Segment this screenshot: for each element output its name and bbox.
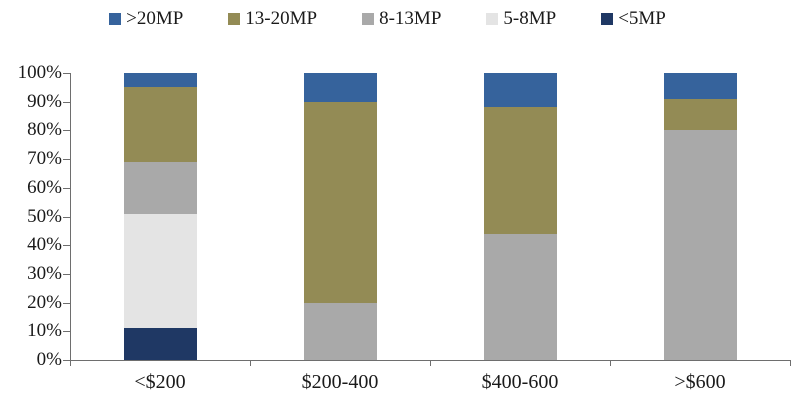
- y-axis-tick-label: 100%: [17, 62, 62, 83]
- x-axis-tick: [430, 360, 431, 366]
- y-axis-tick-label: 20%: [27, 291, 62, 313]
- legend-label: <5MP: [618, 8, 666, 29]
- bar-segment-8-13mp: [663, 130, 737, 360]
- y-axis-tick-label: 80%: [27, 119, 62, 141]
- legend-item: <5MP: [601, 8, 666, 30]
- y-axis-tick-label: 30%: [27, 262, 62, 284]
- x-axis-tick: [70, 360, 71, 366]
- bar-segment-20mp: [663, 73, 737, 99]
- legend-label: 5-8MP: [503, 8, 557, 29]
- bar-segment-13-20mp: [303, 101, 377, 303]
- x-axis-tick: [610, 360, 611, 366]
- y-axis-tick: [63, 331, 70, 333]
- bar-segment-13-20mp: [663, 98, 737, 131]
- bar-segment-20mp: [123, 73, 197, 88]
- y-axis-tick: [63, 245, 70, 247]
- legend-swatch-icon: [362, 13, 375, 25]
- chart-legend: >20MP 13-20MP 8-13MP 5-8MP <5MP: [0, 8, 775, 30]
- x-axis-category-label: $400-600: [481, 371, 559, 393]
- bar-segment-5mp: [123, 328, 197, 360]
- y-axis-tick-label: 10%: [27, 320, 62, 342]
- legend-item: 5-8MP: [486, 8, 556, 30]
- bar-segment-13-20mp: [123, 87, 197, 162]
- stacked-bar: [123, 73, 197, 360]
- bar-segment-8-13mp: [483, 233, 557, 360]
- legend-swatch-icon: [109, 13, 122, 25]
- stacked-bar: [483, 73, 557, 360]
- y-axis-tick: [63, 101, 70, 103]
- legend-label: >20MP: [126, 8, 184, 29]
- legend-swatch-icon: [486, 13, 499, 25]
- y-axis-tick: [63, 360, 70, 361]
- bar-segment-13-20mp: [483, 107, 557, 234]
- x-axis-category-label: $200-400: [301, 371, 379, 393]
- y-axis-tick-label: 0%: [36, 349, 62, 370]
- legend-item: 13-20MP: [228, 8, 317, 30]
- y-axis-tick: [63, 273, 70, 275]
- bar-segment-8-13mp: [303, 302, 377, 360]
- y-axis-tick: [63, 187, 70, 189]
- legend-item: 8-13MP: [362, 8, 441, 30]
- legend-label: 13-20MP: [245, 8, 318, 29]
- x-axis-category-label: <$200: [134, 371, 186, 393]
- y-axis-tick: [63, 130, 70, 132]
- bar-segment-20mp: [303, 73, 377, 102]
- y-axis-tick-label: 90%: [27, 90, 62, 112]
- x-axis-category-label: >$600: [674, 371, 726, 393]
- bar-segment-8-13mp: [123, 161, 197, 214]
- stacked-bar: [663, 73, 737, 360]
- bar-segment-5-8mp: [123, 213, 197, 329]
- y-axis-tick-label: 40%: [27, 234, 62, 256]
- y-axis-tick: [63, 73, 70, 74]
- legend-swatch-icon: [228, 13, 241, 25]
- y-axis-tick: [63, 302, 70, 304]
- legend-item: >20MP: [109, 8, 183, 30]
- x-axis-tick: [790, 360, 791, 366]
- legend-label: 8-13MP: [379, 8, 442, 29]
- bar-segment-20mp: [483, 73, 557, 108]
- x-axis-tick: [250, 360, 251, 366]
- y-axis-line: [70, 73, 71, 361]
- y-axis-tick-label: 50%: [27, 205, 62, 227]
- y-axis-tick-label: 60%: [27, 176, 62, 198]
- y-axis-tick-label: 70%: [27, 148, 62, 170]
- legend-swatch-icon: [601, 13, 614, 25]
- y-axis-tick: [63, 159, 70, 161]
- y-axis-tick: [63, 216, 70, 218]
- stacked-bar: [303, 73, 377, 360]
